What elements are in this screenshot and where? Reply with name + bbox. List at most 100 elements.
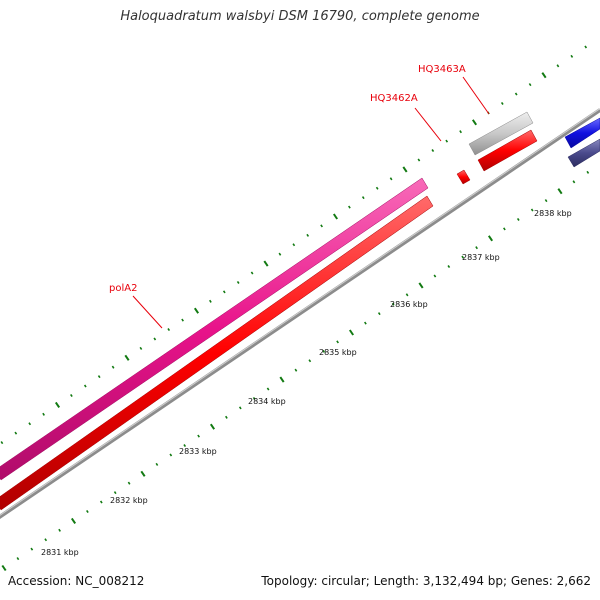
gene-label-HQ3462A: HQ3462A <box>370 93 418 104</box>
scale-tick <box>83 384 87 388</box>
kbp-scale: 2831 kbp 2832 kbp 2833 kbp 2834 kbp 2835 kbp… <box>41 209 572 557</box>
HQ3462A-leader <box>414 107 442 142</box>
scale-tick <box>252 396 256 400</box>
scale-tick <box>70 393 73 398</box>
scale-tick <box>417 158 421 162</box>
scale-tick <box>475 246 478 250</box>
scale-tick <box>500 101 504 105</box>
scale-tick <box>556 64 560 68</box>
gene-polA2[interactable] <box>0 177 429 481</box>
scale-tick <box>389 177 393 181</box>
scale-tick <box>183 444 187 448</box>
gene-label-polA2: polA2 <box>109 283 137 294</box>
scale-tick <box>167 328 171 332</box>
scale-tick <box>54 401 61 408</box>
gene-blue[interactable] <box>564 117 600 149</box>
gene-red-long[interactable] <box>0 195 434 511</box>
gene-HQ3462A[interactable] <box>456 169 471 185</box>
scale-tick <box>544 199 548 203</box>
scale-tick <box>402 166 408 173</box>
scale-tick <box>306 233 310 237</box>
scale-tick <box>44 538 48 542</box>
scale-tick <box>516 217 520 221</box>
scale-tick <box>155 462 159 466</box>
scale-tick <box>86 509 89 514</box>
scale-tick <box>308 359 312 363</box>
scale-tick <box>361 196 365 200</box>
scale-tick <box>97 375 101 379</box>
scale-tick <box>487 235 494 242</box>
scale-tick <box>445 139 449 143</box>
scale-tick <box>250 271 254 275</box>
gene-slate[interactable] <box>567 138 600 168</box>
scale-tick <box>320 224 323 228</box>
scale-tick <box>197 434 200 438</box>
scale-tick <box>541 72 547 79</box>
scale-tick <box>16 557 20 561</box>
gene-red-short[interactable] <box>477 129 538 172</box>
kbp-label: 2831 kbp <box>41 548 79 557</box>
inner-tick-row <box>1 170 590 572</box>
scale-tick <box>292 243 296 247</box>
scale-tick <box>28 422 32 426</box>
scale-tick <box>70 517 77 524</box>
gene-HQ3463A[interactable] <box>468 111 534 156</box>
scale-tick <box>364 321 367 325</box>
scale-tick <box>99 500 103 504</box>
scale-tick <box>278 252 282 256</box>
kbp-label: 2837 kbp <box>462 253 500 262</box>
scale-tick <box>391 302 395 306</box>
scale-tick <box>348 329 355 336</box>
map-title: Haloquadratum walsbyi DSM 16790, complet… <box>120 9 480 24</box>
scale-tick <box>418 282 424 289</box>
scale-tick <box>557 188 563 195</box>
kbp-label: 2836 kbp <box>390 300 428 309</box>
scale-tick <box>431 149 435 153</box>
scale-tick <box>461 255 465 259</box>
genome-backbone <box>0 108 600 520</box>
gene-label-HQ3463A: HQ3463A <box>418 64 466 75</box>
scale-tick <box>14 431 18 435</box>
scale-tick <box>447 265 451 269</box>
scale-tick <box>193 307 200 314</box>
kbp-label: 2838 kbp <box>534 209 572 218</box>
kbp-label: 2832 kbp <box>110 496 148 505</box>
scale-tick <box>113 491 117 495</box>
scale-tick <box>222 290 226 294</box>
kbp-label: 2833 kbp <box>179 447 217 456</box>
scale-tick <box>514 92 518 96</box>
accession-text: Accession: NC_008212 <box>8 574 145 588</box>
scale-tick <box>111 365 115 369</box>
scale-tick <box>209 423 216 430</box>
scale-tick <box>377 312 381 316</box>
scale-tick <box>433 274 437 278</box>
scale-tick <box>530 208 534 212</box>
scale-tick <box>332 213 339 220</box>
scale-tick <box>238 406 242 410</box>
scale-tick <box>153 337 157 341</box>
scale-tick <box>375 186 379 190</box>
scale-tick <box>139 346 143 350</box>
scale-tick <box>266 387 270 391</box>
scale-tick <box>572 180 576 184</box>
scale-tick <box>348 205 351 209</box>
scale-tick <box>322 349 326 353</box>
HQ3463A-leader <box>462 76 490 115</box>
genome-summary: Topology: circular; Length: 3,132,494 bp… <box>261 574 591 588</box>
polA2-leader <box>132 295 163 329</box>
scale-tick <box>584 45 588 49</box>
scale-tick <box>236 280 240 284</box>
outer-tick-row <box>0 45 588 445</box>
scale-tick <box>169 453 173 457</box>
scale-tick <box>279 376 285 383</box>
scale-tick <box>336 340 339 344</box>
scale-tick <box>459 130 462 134</box>
scale-tick <box>1 564 7 572</box>
scale-tick <box>209 299 212 303</box>
scale-tick <box>0 441 4 445</box>
scale-tick <box>528 83 532 87</box>
scale-tick <box>225 415 228 419</box>
scale-tick <box>58 528 61 532</box>
scale-tick <box>263 260 269 267</box>
